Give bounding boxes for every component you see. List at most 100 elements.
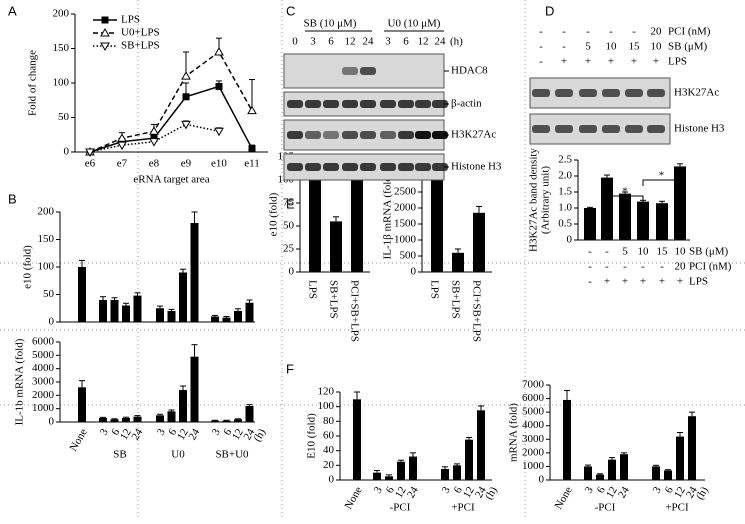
- bar: [584, 466, 592, 480]
- blot-band: [398, 163, 414, 171]
- y-tick-label: 1000: [522, 460, 545, 472]
- condition-value: -: [539, 26, 543, 38]
- marker: [181, 71, 191, 80]
- blot-band: [305, 100, 321, 108]
- treatment-label: U0 (10 μM): [388, 18, 441, 30]
- x-tick-label: 6: [384, 484, 397, 495]
- x-row-label: PCI (nM): [689, 261, 732, 273]
- blot-band: [342, 100, 358, 108]
- y-axis-label: Fold of change: [27, 50, 39, 116]
- bar: [309, 166, 321, 272]
- bar: [397, 461, 405, 480]
- annotation: *: [622, 186, 628, 198]
- y-tick-label: 7000: [522, 379, 545, 391]
- bar: [608, 459, 616, 480]
- bar: [167, 311, 176, 322]
- y-tick-label: 1.0: [558, 202, 572, 214]
- y-tick-label: 0: [49, 316, 55, 328]
- series-line: [89, 50, 253, 153]
- blot-band: [342, 163, 358, 171]
- bar: [222, 317, 231, 322]
- significance-bracket: [642, 179, 681, 186]
- blot-band: [432, 163, 448, 171]
- group-label: +PCI: [665, 502, 689, 514]
- x-row-value: -: [588, 246, 592, 258]
- x-tick-label: e6: [85, 158, 96, 170]
- x-row-label: LPS: [689, 276, 708, 288]
- series-line: [89, 85, 253, 153]
- x-tick-label: 3: [210, 426, 223, 437]
- x-tick-label: e7: [117, 158, 128, 170]
- bar: [351, 175, 363, 272]
- y-tick-label: 50: [283, 220, 295, 232]
- bar: [664, 470, 672, 480]
- x-row-value: 20: [675, 261, 687, 273]
- x-tick-label: 6: [595, 484, 608, 495]
- legend-marker: [100, 27, 110, 37]
- blot-band: [323, 163, 339, 171]
- y-tick-label: 1000: [394, 234, 417, 246]
- condition-value: -: [632, 26, 636, 38]
- condition-value: -: [562, 26, 566, 38]
- blot-band: [647, 89, 665, 97]
- x-tick-label: 12: [175, 427, 191, 443]
- x-row-value: 5: [622, 246, 628, 258]
- bar: [656, 203, 668, 240]
- blot-band: [287, 131, 303, 139]
- x-tick-label: 6: [109, 426, 122, 437]
- group-label: +PCI: [451, 502, 475, 514]
- y-tick-label: 60: [323, 430, 335, 442]
- blot-band: [432, 131, 448, 139]
- y-axis-label: e10 (fold): [22, 245, 34, 289]
- x-tick-label: 3: [440, 484, 453, 495]
- panel-label: D: [545, 3, 554, 18]
- x-unit-label: (h): [251, 426, 268, 443]
- marker: [214, 46, 224, 56]
- bar: [353, 399, 361, 480]
- y-tick-label: 5000: [522, 406, 545, 418]
- band-label: H3K27Ac: [674, 87, 719, 99]
- condition-value: 10: [651, 41, 663, 53]
- time-label: 24: [435, 36, 447, 48]
- y-tick-label: 0: [289, 266, 295, 278]
- legend-label: SB+LPS: [121, 40, 160, 52]
- blot-band: [415, 100, 431, 108]
- y-tick-label: 75: [283, 197, 295, 209]
- x-row-value: +: [677, 276, 683, 288]
- group-label: U0: [171, 449, 185, 461]
- bar: [156, 415, 164, 422]
- band-label: Histone H3: [674, 123, 725, 135]
- bar: [674, 166, 686, 240]
- y-tick-label: 100: [53, 77, 70, 89]
- bar: [179, 390, 187, 422]
- bar: [601, 177, 613, 240]
- condition-label: LPS: [668, 56, 687, 68]
- x-row-label: SB (μM): [689, 246, 729, 258]
- blot-band: [287, 163, 303, 171]
- x-tick-label: None: [552, 485, 574, 512]
- y-tick-label: 0: [567, 234, 573, 246]
- series-line: [89, 123, 220, 153]
- group-label: -PCI: [595, 502, 616, 514]
- legend-label: U0+LPS: [121, 27, 160, 39]
- bar: [99, 300, 107, 322]
- y-tick-label: 2000: [522, 446, 545, 458]
- x-tick-label: 12: [672, 485, 688, 501]
- x-tick-label: 6: [452, 484, 465, 495]
- marker: [247, 105, 257, 115]
- blot-band: [380, 131, 396, 139]
- y-tick-label: 150: [38, 233, 55, 245]
- marker: [117, 141, 127, 151]
- panel-label: F: [286, 361, 294, 376]
- y-tick-label: 0: [411, 266, 417, 278]
- bar: [78, 267, 86, 322]
- x-tick-label: e11: [244, 158, 259, 170]
- condition-value: 20: [651, 26, 663, 38]
- x-tick-label: None: [67, 427, 89, 454]
- band-label: HDAC8: [451, 65, 488, 77]
- bar: [385, 476, 393, 480]
- bar: [110, 419, 119, 422]
- blot-band: [380, 100, 396, 108]
- y-tick-label: 4000: [522, 419, 545, 431]
- blot-band: [360, 163, 376, 171]
